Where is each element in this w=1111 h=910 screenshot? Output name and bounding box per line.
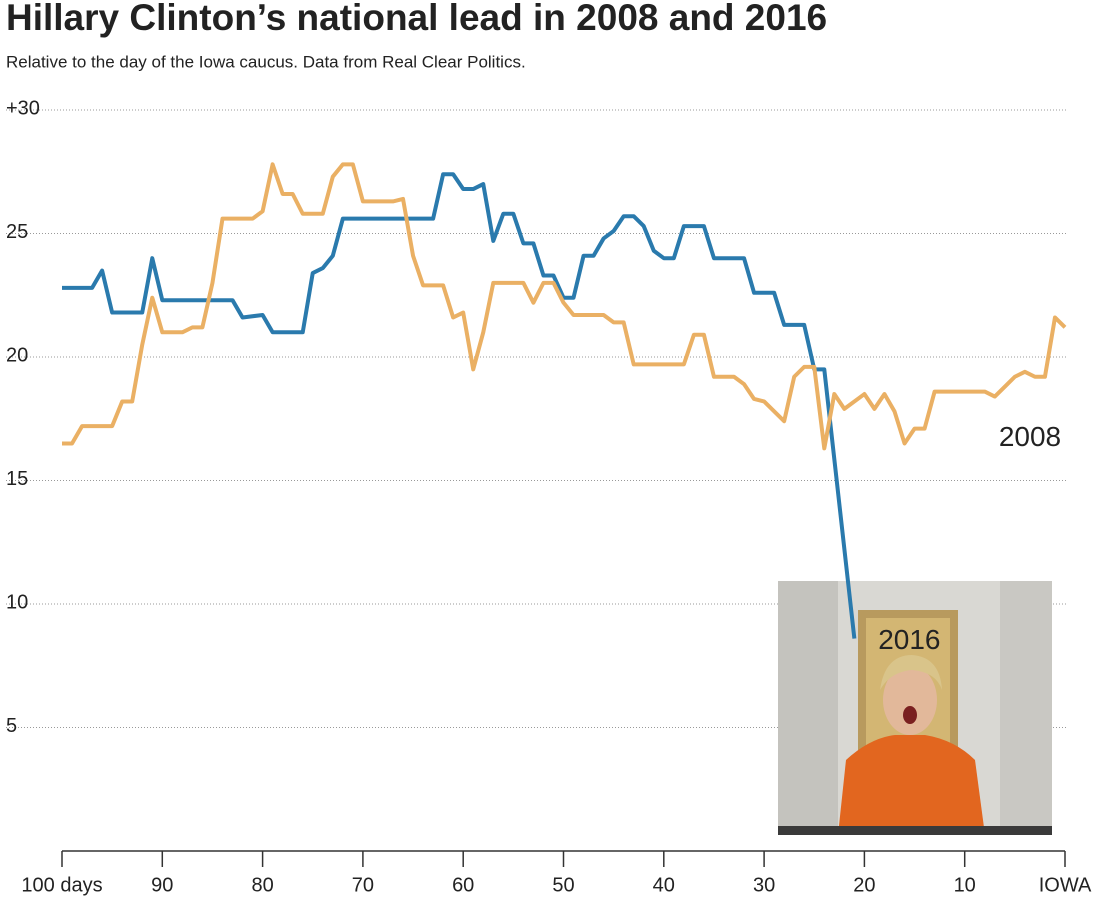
x-tick-label: 80	[251, 874, 273, 896]
photo-wall	[778, 581, 838, 835]
series-line	[62, 162, 1067, 451]
photo-figure	[883, 665, 937, 735]
y-tick-label: +30	[6, 97, 40, 119]
x-tick-label: 70	[352, 874, 374, 896]
photo-figure	[838, 735, 985, 835]
grid-layer: +30 25 20 15 10 5 100 days 90 80 70 60 50 40 30 20 10 IO…	[6, 97, 1092, 896]
y-tick-label: 20	[6, 344, 28, 366]
x-tick-label: 90	[151, 874, 173, 896]
photo-wall	[1000, 581, 1052, 835]
x-tick-label: 20	[853, 874, 875, 896]
photo-floor	[778, 826, 1052, 835]
series-line	[62, 172, 857, 639]
x-tick-label: 30	[753, 874, 775, 896]
series-label: 2016	[878, 624, 940, 655]
x-tick-label: 50	[552, 874, 574, 896]
plot-layer: 2016 2008	[62, 162, 1067, 655]
chart-subtitle: Relative to the day of the Iowa caucus. …	[6, 52, 526, 71]
x-tick-label: 60	[452, 874, 474, 896]
y-tick-label: 25	[6, 221, 28, 243]
y-tick-label: 5	[6, 715, 17, 737]
x-tick-label: 40	[653, 874, 675, 896]
x-tick-label: 10	[954, 874, 976, 896]
x-tick-label: 100 days	[21, 874, 102, 896]
x-tick-label: IOWA	[1039, 874, 1092, 896]
chart-title: Hillary Clinton’s national lead in 2008 …	[6, 0, 827, 38]
series-label: 2008	[999, 421, 1061, 452]
photo	[778, 581, 1052, 835]
y-tick-label: 10	[6, 591, 28, 613]
photo-figure	[880, 655, 942, 690]
y-tick-label: 15	[6, 468, 28, 490]
photo-figure	[903, 706, 917, 724]
